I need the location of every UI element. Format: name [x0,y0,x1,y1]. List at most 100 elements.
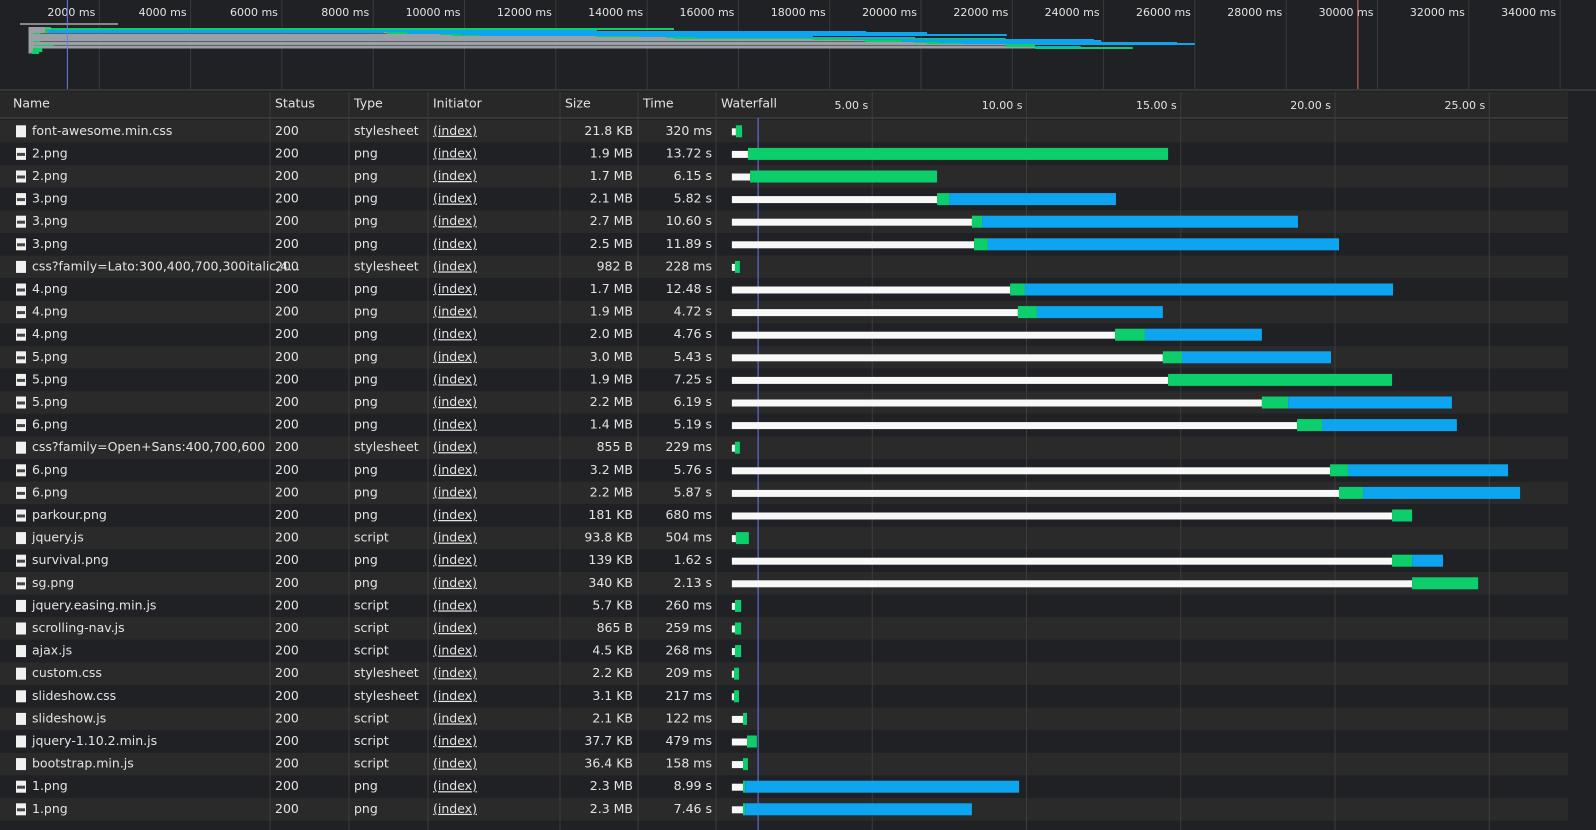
initiator-link[interactable]: (index) [433,439,477,454]
request-name[interactable]: 6.png [32,484,68,499]
request-row[interactable] [0,730,1568,753]
initiator-link[interactable]: (index) [433,552,477,567]
initiator-link[interactable]: (index) [433,733,477,748]
request-row[interactable] [0,255,1568,279]
request-name[interactable]: jquery.easing.min.js [31,597,156,612]
initiator-link[interactable]: (index) [433,665,477,680]
request-name[interactable]: sg.png [32,575,74,590]
initiator-link[interactable]: (index) [433,281,477,296]
request-name[interactable]: 2.png [32,168,68,183]
initiator-link[interactable]: (index) [433,756,477,771]
type: png [354,168,378,183]
size: 5.7 KB [592,597,633,612]
initiator-link[interactable]: (index) [433,371,477,386]
initiator-link[interactable]: (index) [433,168,477,183]
request-row[interactable] [0,639,1568,663]
request-name[interactable]: slideshow.css [32,688,116,703]
waterfall-wait [731,670,735,678]
request-name[interactable]: 6.png [32,462,68,477]
request-name[interactable]: 5.png [32,371,68,386]
initiator-link[interactable]: (index) [433,326,477,341]
initiator-link[interactable]: (index) [433,710,477,725]
request-name[interactable]: 3.png [32,191,68,206]
request-name[interactable]: custom.css [32,665,102,680]
initiator-link[interactable]: (index) [433,349,477,364]
request-name[interactable]: 4.png [32,281,68,296]
initiator-link[interactable]: (index) [433,484,477,499]
request-row[interactable] [0,685,1568,708]
column-header[interactable]: Initiator [433,96,483,111]
request-row[interactable] [0,436,1568,459]
request-name[interactable]: 4.png [32,304,68,319]
initiator-link[interactable]: (index) [433,530,477,545]
request-name[interactable]: slideshow.js [32,710,106,725]
initiator-link[interactable]: (index) [433,236,477,251]
status: 200 [275,462,299,477]
initiator-link[interactable]: (index) [433,643,477,658]
initiator-link[interactable]: (index) [433,258,477,273]
overview-tick-label: 2000 ms [47,6,95,19]
request-row[interactable] [0,617,1568,640]
overview-tick-label: 30000 ms [1319,6,1374,19]
waterfall-tick-label: 10.00 s [982,99,1023,112]
request-row[interactable] [0,707,1568,731]
request-name[interactable]: css?family=Lato:300,400,700,300italic,4.… [32,258,300,273]
request-name[interactable]: css?family=Open+Sans:400,700,600 [32,439,265,454]
overview-tick-label: 20000 ms [862,6,917,19]
initiator-link[interactable]: (index) [433,620,477,635]
request-name[interactable]: 1.png [32,778,68,793]
waterfall-ttfb [974,238,988,251]
initiator-link[interactable]: (index) [433,304,477,319]
column-header[interactable]: Waterfall [721,96,777,111]
request-row[interactable] [0,662,1568,685]
overview-ttfb [386,32,408,34]
initiator-link[interactable]: (index) [433,213,477,228]
request-row[interactable] [0,594,1568,618]
column-header[interactable]: Size [565,96,591,111]
request-name[interactable]: jquery-1.10.2.min.js [31,733,157,748]
request-name[interactable]: ajax.js [32,643,72,658]
request-name[interactable]: 6.png [32,417,68,432]
request-name[interactable]: font-awesome.min.css [32,123,172,138]
initiator-link[interactable]: (index) [433,145,477,160]
column-header[interactable]: Status [275,96,315,111]
request-name[interactable]: 3.png [32,213,68,228]
initiator-link[interactable]: (index) [433,191,477,206]
initiator-link[interactable]: (index) [433,575,477,590]
type: stylesheet [354,123,419,138]
request-row[interactable] [0,752,1568,776]
initiator-link[interactable]: (index) [433,801,477,816]
initiator-link[interactable]: (index) [433,394,477,409]
initiator-link[interactable]: (index) [433,778,477,793]
image-icon-band [17,288,25,292]
request-row[interactable] [0,526,1568,550]
request-name[interactable]: 2.png [32,145,68,160]
time: 5.82 s [674,191,712,206]
image-icon-band [17,785,25,789]
overview-wait [28,50,34,52]
request-name[interactable]: 5.png [32,349,68,364]
status: 200 [275,439,299,454]
time: 5.76 s [674,462,712,477]
request-name[interactable]: 3.png [32,236,68,251]
initiator-link[interactable]: (index) [433,688,477,703]
column-header[interactable]: Type [353,96,383,111]
initiator-link[interactable]: (index) [433,123,477,138]
request-row[interactable] [0,120,1568,143]
file-icon [16,735,26,748]
initiator-link[interactable]: (index) [433,597,477,612]
request-name[interactable]: jquery.js [31,530,84,545]
column-header[interactable]: Name [13,96,50,111]
request-name[interactable]: 5.png [32,394,68,409]
initiator-link[interactable]: (index) [433,462,477,477]
initiator-link[interactable]: (index) [433,417,477,432]
request-name[interactable]: 1.png [32,801,68,816]
initiator-link[interactable]: (index) [433,507,477,522]
request-name[interactable]: 4.png [32,326,68,341]
request-name[interactable]: scrolling-nav.js [32,620,125,635]
column-header[interactable]: Time [642,96,674,111]
waterfall-ttfb [1412,577,1479,590]
request-name[interactable]: survival.png [32,552,109,567]
request-name[interactable]: parkour.png [32,507,107,522]
request-name[interactable]: bootstrap.min.js [32,756,134,771]
